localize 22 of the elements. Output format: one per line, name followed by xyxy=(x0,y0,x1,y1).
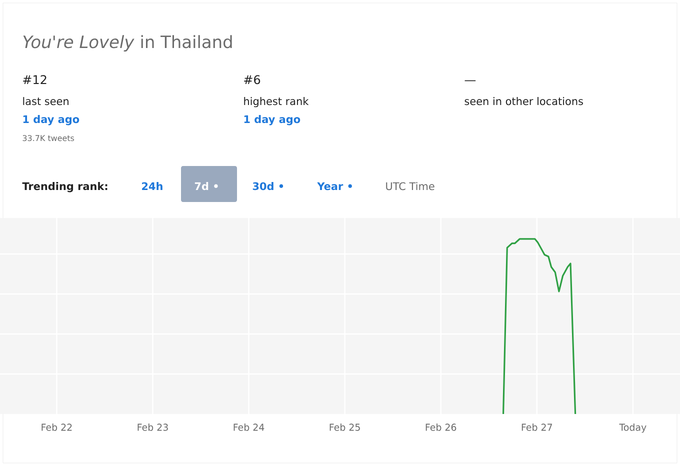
text: #12 xyxy=(23,75,46,84)
x-tick-label: Feb 23 xyxy=(138,424,168,431)
text: 1 day ago xyxy=(244,115,300,126)
text: 1 day ago xyxy=(23,115,80,126)
text: last seen xyxy=(23,97,68,106)
text: Year • xyxy=(317,182,352,190)
x-tick-label: Feb 24 xyxy=(234,424,264,431)
text: 30d • xyxy=(252,182,284,190)
text: — xyxy=(464,80,476,82)
x-tick-label: Feb 25 xyxy=(330,424,360,431)
text: UTC Time xyxy=(386,182,434,190)
text: 7d • xyxy=(194,182,218,190)
x-tick-label: Feb 27 xyxy=(522,424,552,431)
x-tick-label: Feb 26 xyxy=(426,424,456,431)
chart-title: You're Lovely in Thailand xyxy=(23,35,232,52)
text: highest rank xyxy=(244,97,309,108)
text: Trending rank: xyxy=(22,182,108,192)
x-tick-label: Feb 22 xyxy=(42,424,72,431)
x-tick-label: Today xyxy=(619,424,646,433)
text: 24h xyxy=(142,182,162,190)
text: #6 xyxy=(244,75,260,84)
text: seen in other locations xyxy=(464,97,583,106)
